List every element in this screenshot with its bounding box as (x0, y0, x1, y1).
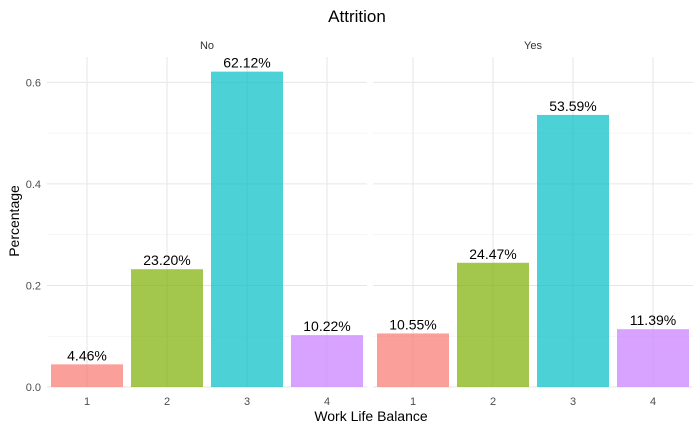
data-label: 4.46% (67, 347, 107, 363)
data-label: 62.12% (223, 55, 270, 71)
bar-no-2 (131, 269, 203, 387)
facet-panels: No4.46%23.20%62.12%10.22%1 2 3 4Yes10.55%24… (26, 40, 693, 408)
x-tick-label: 4 (324, 396, 330, 408)
data-label: 23.20% (143, 252, 190, 268)
facet-strip-label: No (200, 40, 214, 52)
data-label: 53.59% (549, 98, 596, 114)
y-tick-label: 0.2 (26, 280, 41, 292)
x-tick-label: 4 (650, 396, 656, 408)
y-tick-label: 0.6 (26, 77, 41, 89)
x-tick-label: 1 (410, 396, 416, 408)
x-tick-label: 2 (490, 396, 496, 408)
y-axis-title: Percentage (6, 185, 22, 257)
bar-yes-2 (457, 262, 529, 387)
x-axis-title: Work Life Balance (314, 408, 428, 424)
x-tick-label: 1 (84, 396, 90, 408)
facet-panel-yes: Yes 10.55% 24.47% 53.59% 11.39% 1 2 3 4 (373, 40, 693, 408)
facet-strip-label: Yes (524, 40, 542, 52)
data-label: 10.55% (389, 316, 436, 332)
bar-no-4 (291, 335, 363, 387)
bar-no-3 (211, 71, 283, 388)
x-tick-label: 3 (244, 396, 250, 408)
x-tick-label: 3 (570, 396, 576, 408)
bar-yes-1 (377, 333, 449, 387)
data-label: 11.39% (630, 312, 676, 328)
bar-yes-4 (617, 329, 689, 387)
bar-no-1 (51, 364, 123, 387)
chart-title: Attrition (328, 7, 386, 26)
facet-panel-no: No 4.46% 23.20% 62.12% 10.22% 1 2 3 4 (47, 40, 367, 408)
x-tick-label: 2 (164, 396, 170, 408)
data-label: 10.22% (303, 318, 350, 334)
bar-yes-3 (537, 114, 609, 388)
data-label: 24.47% (469, 246, 516, 262)
y-tick-label: 0.4 (26, 179, 41, 191)
y-tick-label: 0.0 (26, 382, 41, 394)
